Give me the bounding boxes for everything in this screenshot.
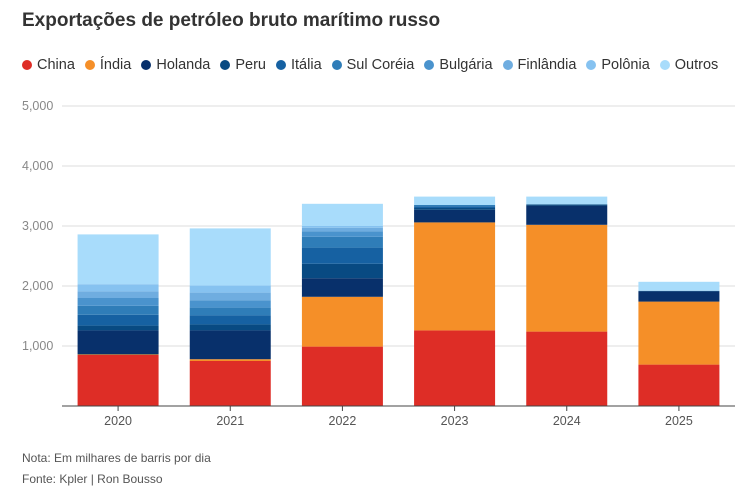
legend-swatch <box>502 60 513 70</box>
chart-title: Exportações de petróleo bruto marítimo r… <box>22 10 441 31</box>
bar-segment <box>638 281 720 291</box>
y-tick-label: 5,000 <box>22 99 53 113</box>
bar-segment <box>77 298 159 306</box>
bar-segment <box>189 315 271 325</box>
bar-segment <box>189 359 271 361</box>
bar-segment <box>638 301 720 365</box>
bar-segment <box>301 296 383 347</box>
bar-segment <box>301 278 383 297</box>
bar-segment <box>414 330 496 406</box>
bar-segment <box>77 325 159 331</box>
bar-segment <box>77 234 159 285</box>
legend-item: Itália <box>276 57 322 73</box>
x-tick-label: 2021 <box>216 414 244 428</box>
legend-item: Índia <box>84 57 132 73</box>
legend-item: Finlândia <box>502 57 577 73</box>
bar-segment <box>301 226 383 228</box>
legend-item: Outros <box>659 57 719 73</box>
bar-segment <box>526 205 608 225</box>
legend-label: Sul Coréia <box>346 57 415 73</box>
bar-segment <box>526 204 608 206</box>
bar-segment <box>77 291 159 298</box>
bar-segment <box>526 331 608 406</box>
bar-segment <box>189 324 271 331</box>
bar-segment <box>77 284 159 292</box>
legend-item: Polônia <box>586 57 650 73</box>
legend-swatch <box>276 60 286 70</box>
bar-segment <box>301 247 383 264</box>
legend-swatch <box>331 60 342 70</box>
y-tick-label: 4,000 <box>22 159 53 173</box>
bar-segment <box>301 236 383 248</box>
bar-segment <box>77 314 159 326</box>
bar-segment <box>414 208 496 210</box>
bar-segment <box>414 222 496 331</box>
legend-label: Polônia <box>601 57 650 73</box>
bar-segment <box>189 300 271 308</box>
y-tick-label: 1,000 <box>22 339 53 353</box>
x-tick-label: 2020 <box>104 414 132 428</box>
bar-segment <box>77 330 159 355</box>
legend: China Índia Holanda Peru Itália Sul Coréia Bul… <box>22 55 728 75</box>
bar-segment <box>414 196 496 205</box>
legend-item: Peru <box>220 57 266 73</box>
bar-segment <box>526 196 608 205</box>
bar-segment <box>414 205 496 207</box>
bar-segment <box>77 305 159 315</box>
bar-segment <box>414 209 496 223</box>
legend-swatch <box>424 60 435 70</box>
legend-item: China <box>22 57 75 73</box>
bar-segment <box>414 206 496 208</box>
x-tick-label: 2023 <box>441 414 469 428</box>
legend-swatch <box>141 60 152 70</box>
legend-swatch <box>220 60 231 70</box>
chart-note: Nota: Em milhares de barris por dia <box>22 451 211 465</box>
legend-label: Itália <box>291 57 322 73</box>
y-tick-label: 3,000 <box>22 219 53 233</box>
bar-segment <box>189 228 271 286</box>
legend-swatch <box>84 60 95 70</box>
y-tick-label: 2,000 <box>22 279 53 293</box>
bar-segment <box>189 285 271 293</box>
legend-label: Peru <box>235 57 266 73</box>
legend-item: Bulgária <box>424 57 493 73</box>
bar-segment <box>77 354 159 355</box>
bar-segment <box>189 361 271 406</box>
bar-segment <box>77 355 159 406</box>
bar-segment <box>638 364 720 406</box>
bar-segment <box>301 346 383 406</box>
legend-swatch <box>586 60 597 70</box>
x-tick-label: 2024 <box>553 414 581 428</box>
chart-source: Fonte: Kpler | Ron Bousso <box>22 472 163 486</box>
legend-label: China <box>37 57 75 73</box>
legend-label: Outros <box>674 57 719 73</box>
legend-swatch <box>659 60 670 70</box>
bar-segment <box>301 263 383 279</box>
bar-segment <box>526 224 608 332</box>
legend-label: Holanda <box>156 57 211 73</box>
legend-swatch <box>22 60 32 70</box>
legend-item: Holanda <box>141 57 210 73</box>
bar-segment <box>638 291 720 302</box>
legend-item: Sul Coréia <box>331 57 415 73</box>
bar-segment <box>301 231 383 237</box>
bar-segment <box>301 227 383 232</box>
bar-segment <box>189 330 271 360</box>
legend-label: Bulgária <box>439 57 493 73</box>
bar-segment <box>301 203 383 226</box>
bar-segment <box>638 290 720 292</box>
bar-segment <box>189 292 271 301</box>
legend-label: Finlândia <box>517 57 577 73</box>
x-tick-label: 2022 <box>329 414 357 428</box>
bar-segment <box>189 307 271 316</box>
legend-label: Índia <box>99 57 132 73</box>
x-tick-label: 2025 <box>665 414 693 428</box>
